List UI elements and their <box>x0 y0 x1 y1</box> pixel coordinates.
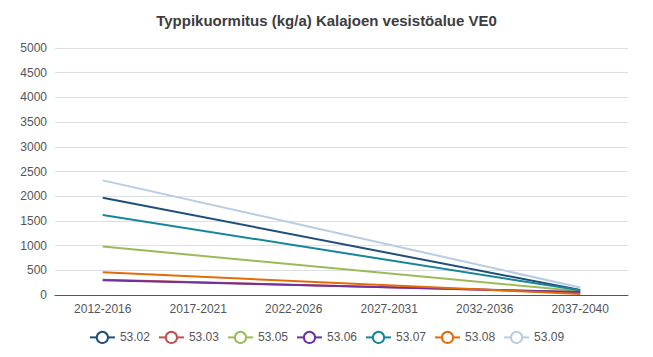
svg-text:2027-2031: 2027-2031 <box>361 302 419 316</box>
svg-text:0: 0 <box>40 288 47 302</box>
svg-text:53.08: 53.08 <box>465 330 495 344</box>
svg-text:2500: 2500 <box>20 165 47 179</box>
svg-text:5000: 5000 <box>20 41 47 55</box>
svg-text:2032-2036: 2032-2036 <box>456 302 514 316</box>
svg-text:2017-2021: 2017-2021 <box>170 302 228 316</box>
svg-text:1500: 1500 <box>20 214 47 228</box>
svg-text:Typpikuormitus (kg/a) Kalajoen: Typpikuormitus (kg/a) Kalajoen vesistöal… <box>156 12 497 29</box>
svg-text:2000: 2000 <box>20 189 47 203</box>
svg-text:2022-2026: 2022-2026 <box>265 302 323 316</box>
svg-text:53.02: 53.02 <box>120 330 150 344</box>
svg-text:1000: 1000 <box>20 239 47 253</box>
svg-text:2012-2016: 2012-2016 <box>74 302 132 316</box>
svg-text:4000: 4000 <box>20 90 47 104</box>
svg-text:4500: 4500 <box>20 66 47 80</box>
svg-text:53.09: 53.09 <box>534 330 564 344</box>
svg-text:53.05: 53.05 <box>258 330 288 344</box>
svg-text:53.06: 53.06 <box>327 330 357 344</box>
svg-text:500: 500 <box>27 263 47 277</box>
svg-text:3500: 3500 <box>20 115 47 129</box>
svg-text:53.07: 53.07 <box>396 330 426 344</box>
svg-text:53.03: 53.03 <box>189 330 219 344</box>
svg-text:2037-2040: 2037-2040 <box>552 302 610 316</box>
svg-text:3000: 3000 <box>20 140 47 154</box>
